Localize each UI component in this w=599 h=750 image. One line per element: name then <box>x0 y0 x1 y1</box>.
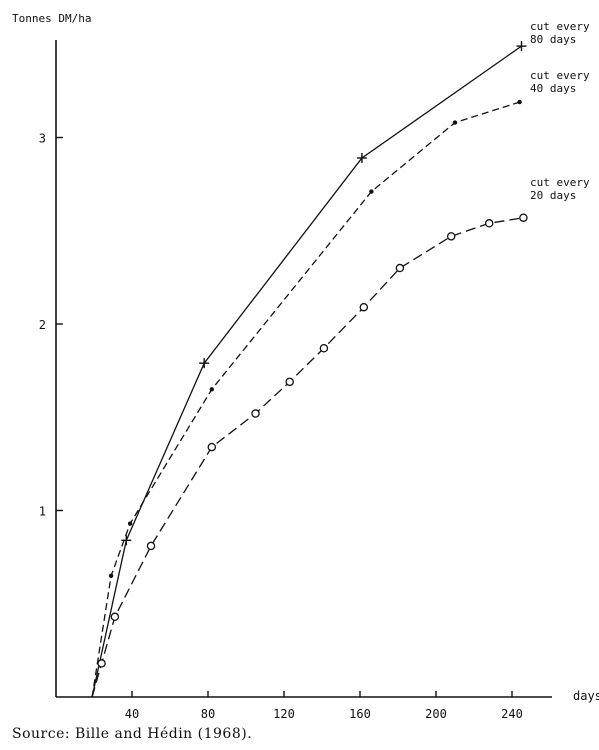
y-tick-label: 2 <box>39 318 46 332</box>
data-point <box>516 41 527 52</box>
series-line <box>91 217 524 698</box>
series-label: 80 days <box>530 33 576 46</box>
data-point <box>446 232 456 241</box>
data-point <box>356 153 367 164</box>
x-tick-label: 200 <box>425 707 447 721</box>
y-tick-label: 1 <box>39 505 46 519</box>
data-point <box>395 263 405 273</box>
data-point <box>108 573 114 578</box>
data-point <box>209 387 214 392</box>
series-label: 20 days <box>530 189 576 202</box>
axis-ticks: 40 80 120 160 200 240 1 2 3 <box>39 132 523 722</box>
x-tick-label: 80 <box>201 707 215 721</box>
data-point <box>97 659 106 668</box>
y-axis-label: Tonnes DM/ha <box>12 12 91 25</box>
data-point <box>319 343 329 353</box>
y-tick-label: 3 <box>39 132 46 146</box>
series-label: cut every <box>530 69 590 82</box>
data-point <box>121 535 132 546</box>
x-tick-label: 120 <box>273 707 295 721</box>
data-point <box>519 213 528 222</box>
data-point <box>127 521 133 526</box>
series-2 <box>91 99 522 698</box>
x-tick-label: 240 <box>501 707 523 721</box>
data-point <box>359 302 369 312</box>
series-line <box>91 45 522 698</box>
data-point <box>285 377 294 387</box>
series-label: cut every <box>530 20 590 33</box>
source-caption: Source: Bille and Hédin (1968). <box>12 726 253 742</box>
series-line <box>91 101 520 698</box>
data-point <box>110 612 120 622</box>
data-point <box>207 442 217 452</box>
data-point <box>146 541 156 551</box>
x-tick-label: 40 <box>125 707 139 721</box>
x-axis-label: days <box>573 689 599 703</box>
series-1 <box>91 41 527 698</box>
data-point <box>484 219 494 228</box>
data-point <box>199 358 210 369</box>
series-label: cut every <box>530 176 590 189</box>
data-point <box>452 120 458 125</box>
data-point <box>517 99 522 105</box>
data-point <box>369 189 374 194</box>
data-point <box>251 409 260 418</box>
series-3 <box>91 213 528 698</box>
series-layer <box>91 41 528 698</box>
x-tick-label: 160 <box>349 707 371 721</box>
series-label: 40 days <box>530 82 576 95</box>
